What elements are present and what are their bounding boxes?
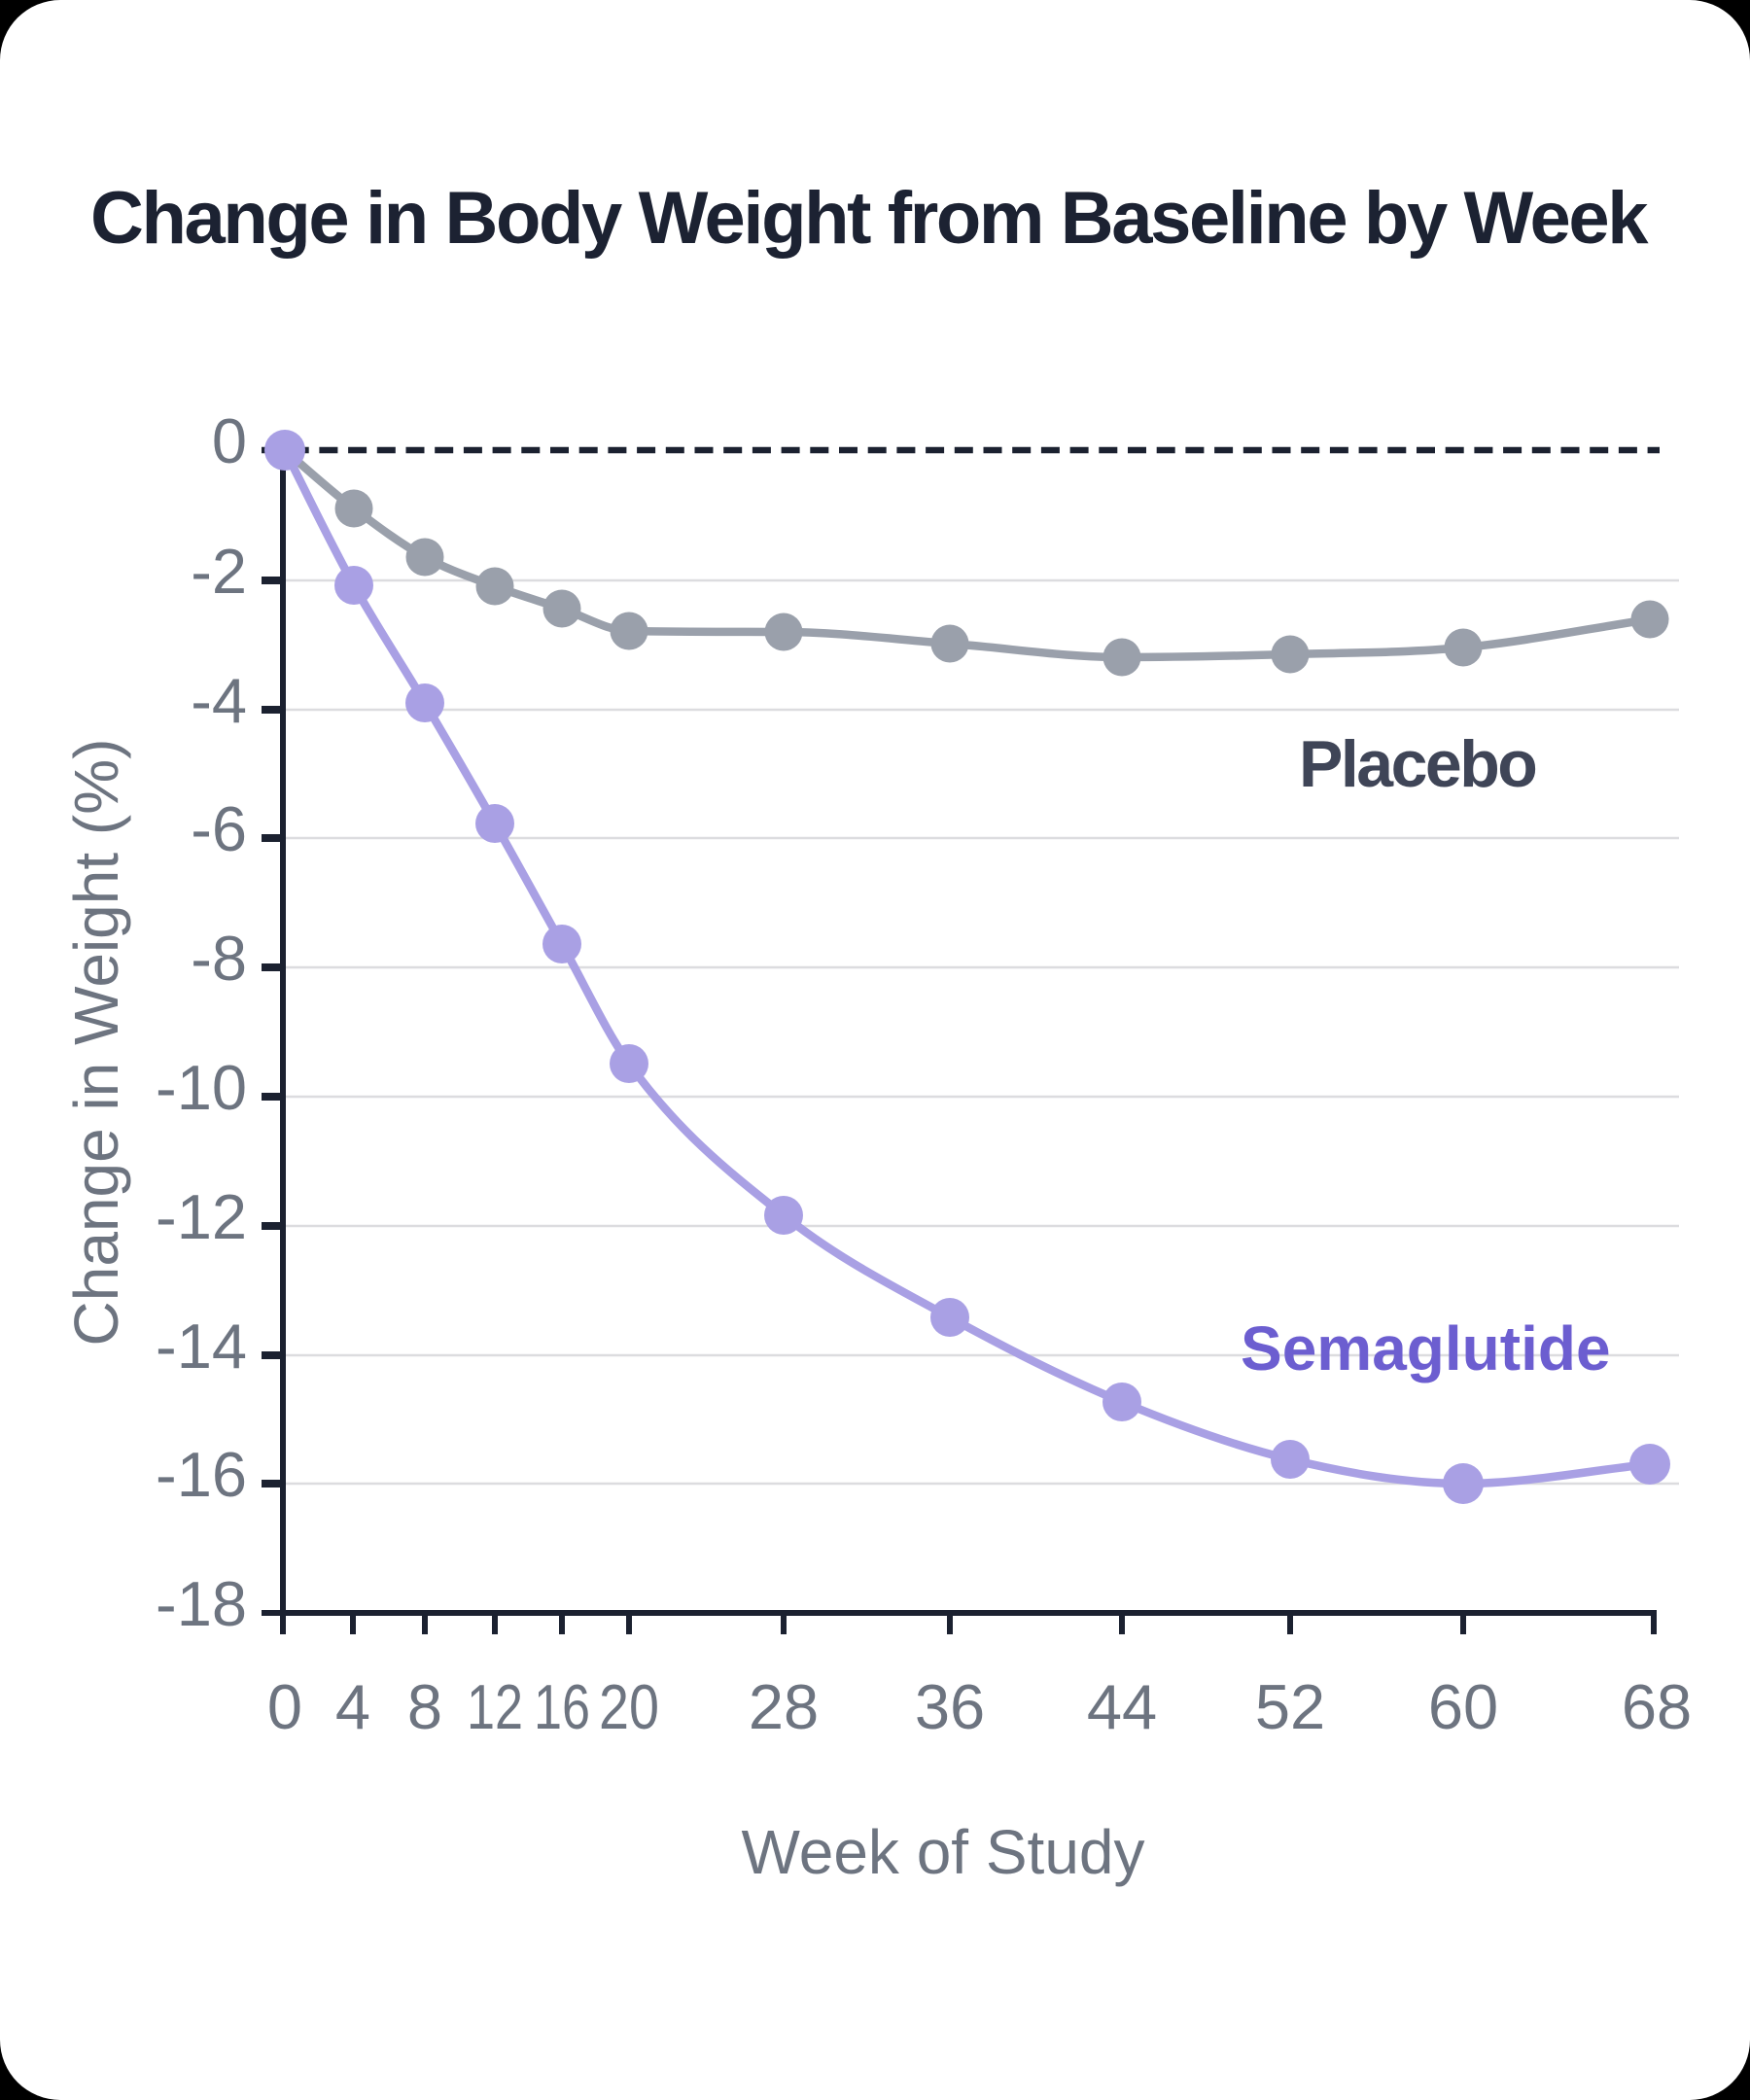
svg-text:-16: -16 xyxy=(156,1439,247,1510)
svg-text:Change in Body Weight from Bas: Change in Body Weight from Baseline by W… xyxy=(90,177,1649,260)
svg-text:Change in Weight (%): Change in Weight (%) xyxy=(61,739,131,1347)
svg-text:-6: -6 xyxy=(191,793,247,864)
svg-text:12: 12 xyxy=(467,1671,523,1742)
svg-text:Semaglutide: Semaglutide xyxy=(1241,1313,1611,1383)
svg-text:60: 60 xyxy=(1428,1671,1498,1742)
svg-text:-4: -4 xyxy=(191,665,247,736)
svg-text:Placebo: Placebo xyxy=(1299,727,1535,801)
svg-text:-2: -2 xyxy=(191,536,247,607)
svg-text:8: 8 xyxy=(407,1671,442,1742)
svg-text:68: 68 xyxy=(1622,1671,1692,1742)
svg-text:0: 0 xyxy=(267,1671,302,1742)
svg-text:28: 28 xyxy=(749,1671,819,1742)
svg-text:0: 0 xyxy=(212,405,247,476)
svg-text:16: 16 xyxy=(534,1671,590,1742)
svg-text:36: 36 xyxy=(915,1671,985,1742)
svg-text:-14: -14 xyxy=(156,1311,247,1382)
svg-text:-18: -18 xyxy=(156,1568,247,1639)
svg-text:-8: -8 xyxy=(191,923,247,994)
svg-text:-10: -10 xyxy=(156,1052,247,1123)
svg-text:-12: -12 xyxy=(156,1181,247,1252)
svg-text:44: 44 xyxy=(1087,1671,1157,1742)
svg-text:52: 52 xyxy=(1255,1671,1325,1742)
svg-text:4: 4 xyxy=(335,1671,370,1742)
svg-text:20: 20 xyxy=(599,1671,659,1742)
svg-text:Week of Study: Week of Study xyxy=(741,1817,1144,1887)
